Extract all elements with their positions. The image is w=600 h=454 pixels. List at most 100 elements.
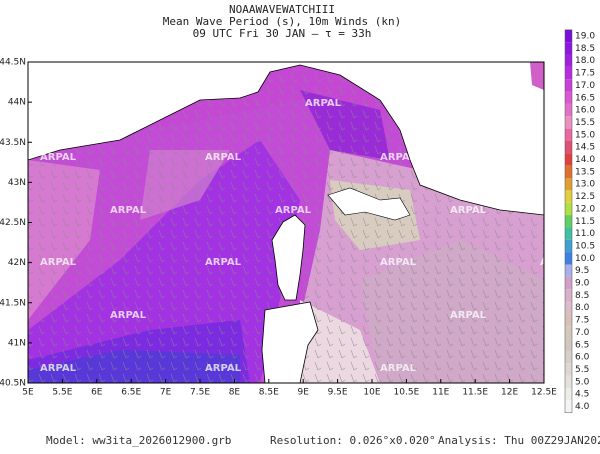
colorbar-label: 17.5: [575, 69, 595, 79]
y-tick-label: 44.5N: [0, 58, 26, 68]
colorbar-label: 16.5: [575, 93, 595, 103]
watermark: ARPAL: [540, 152, 577, 163]
watermark: ARPAL: [380, 257, 417, 268]
colorbar-label: 4.0: [575, 402, 590, 412]
colorbar-swatch: [565, 239, 572, 253]
watermark: ARPAL: [205, 152, 242, 163]
colorbar-label: 10.5: [575, 241, 595, 251]
colorbar-swatch: [565, 387, 572, 401]
colorbar-label: 17.0: [575, 81, 595, 91]
colorbar-label: 9.5: [575, 266, 589, 276]
x-tick-label: 9E: [297, 388, 309, 398]
watermark: ARPAL: [205, 257, 242, 268]
x-tick-label: 6.5E: [121, 388, 141, 398]
colorbar-label: 7.0: [575, 328, 590, 338]
x-tick-label: 7E: [160, 388, 172, 398]
x-tick-label: 11E: [432, 388, 449, 398]
x-tick-label: 12.5E: [531, 388, 557, 398]
y-tick-label: 44N: [8, 98, 26, 108]
time-label: 09 UTC Fri 30 JAN – τ = 33h: [193, 27, 372, 40]
y-tick-label: 43.5N: [0, 138, 26, 148]
colorbar-label: 12.5: [575, 192, 595, 202]
x-tick-label: 9.5E: [328, 388, 348, 398]
colorbar-label: 6.0: [575, 353, 590, 363]
map-field: ARPAL ARPAL ARPAL ARPAL ARPAL ARPAL ARPAL ARPAL…: [28, 62, 577, 383]
watermark: ARPAL: [40, 363, 77, 374]
colorbar-label: 7.5: [575, 316, 589, 326]
colorbar-swatch: [565, 202, 572, 216]
watermarks: ARPAL ARPAL ARPAL ARPAL ARPAL ARPAL ARPAL ARPAL…: [40, 70, 577, 374]
colorbar-label: 16.0: [575, 106, 595, 116]
watermark: ARPAL: [205, 363, 242, 374]
colorbar-swatch: [565, 116, 572, 129]
x-tick-label: 10.5E: [394, 388, 420, 398]
colorbar-swatch: [565, 338, 572, 351]
colorbar-label: 15.5: [575, 118, 595, 128]
colorbar-swatch: [565, 363, 572, 376]
colorbar-swatch: [565, 227, 572, 240]
watermark: ARPAL: [275, 205, 312, 216]
colorbar-label: 11.5: [575, 217, 595, 227]
analysis-label: Analysis: Thu 00Z29JAN2026: [438, 434, 600, 447]
title: NOAAWAVEWATCHIII: [229, 3, 335, 16]
y-tick-label: 41.5N: [0, 298, 26, 308]
x-tick-label: 5E: [22, 388, 34, 398]
colorbar-label: 18.0: [575, 56, 595, 66]
colorbar-swatch: [565, 128, 572, 141]
colorbar-swatch: [565, 215, 572, 228]
colorbar: 19.0 18.5 18.0 17.5 17.0 16.5 16.0 15.5 15.0 14.5…: [564, 29, 595, 413]
colorbar-label: 10.0: [575, 254, 595, 264]
watermark: ARPAL: [150, 98, 187, 109]
colorbar-swatch: [565, 153, 572, 166]
colorbar-label: 8.5: [575, 291, 589, 301]
watermark: ARPAL: [380, 363, 417, 374]
y-tick-label: 43N: [8, 178, 26, 188]
watermark: ARPAL: [305, 98, 342, 109]
colorbar-label: 5.5: [575, 365, 589, 375]
x-tick-label: 8.5E: [259, 388, 279, 398]
colorbar-label: 12.0: [575, 204, 595, 214]
x-tick-label: 8E: [229, 388, 241, 398]
watermark: ARPAL: [40, 152, 77, 163]
colorbar-swatch: [565, 103, 572, 117]
x-tick-label: 5.5E: [52, 388, 72, 398]
colorbar-swatch: [565, 289, 572, 302]
watermark: ARPAL: [380, 152, 417, 163]
colorbar-swatch: [565, 42, 572, 55]
watermark: ARPAL: [110, 205, 147, 216]
colorbar-label: 11.0: [575, 229, 595, 239]
colorbar-swatch: [565, 190, 572, 203]
colorbar-label: 5.0: [575, 377, 590, 387]
colorbar-label: 14.5: [575, 143, 595, 153]
watermark: ARPAL: [275, 310, 312, 321]
colorbar-swatch: [565, 400, 572, 413]
watermark: ARPAL: [540, 257, 577, 268]
colorbar-swatch: [565, 313, 572, 327]
colorbar-frame: [564, 29, 573, 413]
subtitle: Mean Wave Period (s), 10m Winds (kn): [163, 15, 401, 28]
colorbar-swatch: [565, 165, 572, 179]
watermark: ARPAL: [40, 257, 77, 268]
axes: 5E 5.5E 6E 6.5E 7E 7.5E 8E 8.5E 9E 9.5E 10E 10.5E 11…: [0, 58, 557, 398]
colorbar-label: 6.5: [575, 340, 589, 350]
colorbar-swatch: [565, 301, 572, 314]
watermark: ARPAL: [450, 205, 487, 216]
colorbar-swatch: [565, 264, 572, 277]
colorbar-label: 13.0: [575, 180, 595, 190]
colorbar-label: 8.0: [575, 303, 590, 313]
x-tick-label: 11.5E: [462, 388, 488, 398]
colorbar-swatch: [565, 326, 572, 339]
colorbar-swatch: [565, 66, 572, 80]
y-tick-label: 40.5N: [0, 379, 26, 389]
y-tick-label: 41N: [8, 338, 26, 348]
colorbar-swatch: [565, 178, 572, 191]
watermark: ARPAL: [480, 70, 517, 81]
x-tick-label: 6E: [91, 388, 103, 398]
colorbar-swatch: [565, 140, 572, 154]
colorbar-swatch: [565, 54, 572, 67]
colorbar-label: 9.0: [575, 279, 590, 289]
watermark: ARPAL: [450, 310, 487, 321]
colorbar-swatch: [565, 350, 572, 364]
watermark: ARPAL: [110, 310, 147, 321]
colorbar-label: 15.0: [575, 130, 595, 140]
